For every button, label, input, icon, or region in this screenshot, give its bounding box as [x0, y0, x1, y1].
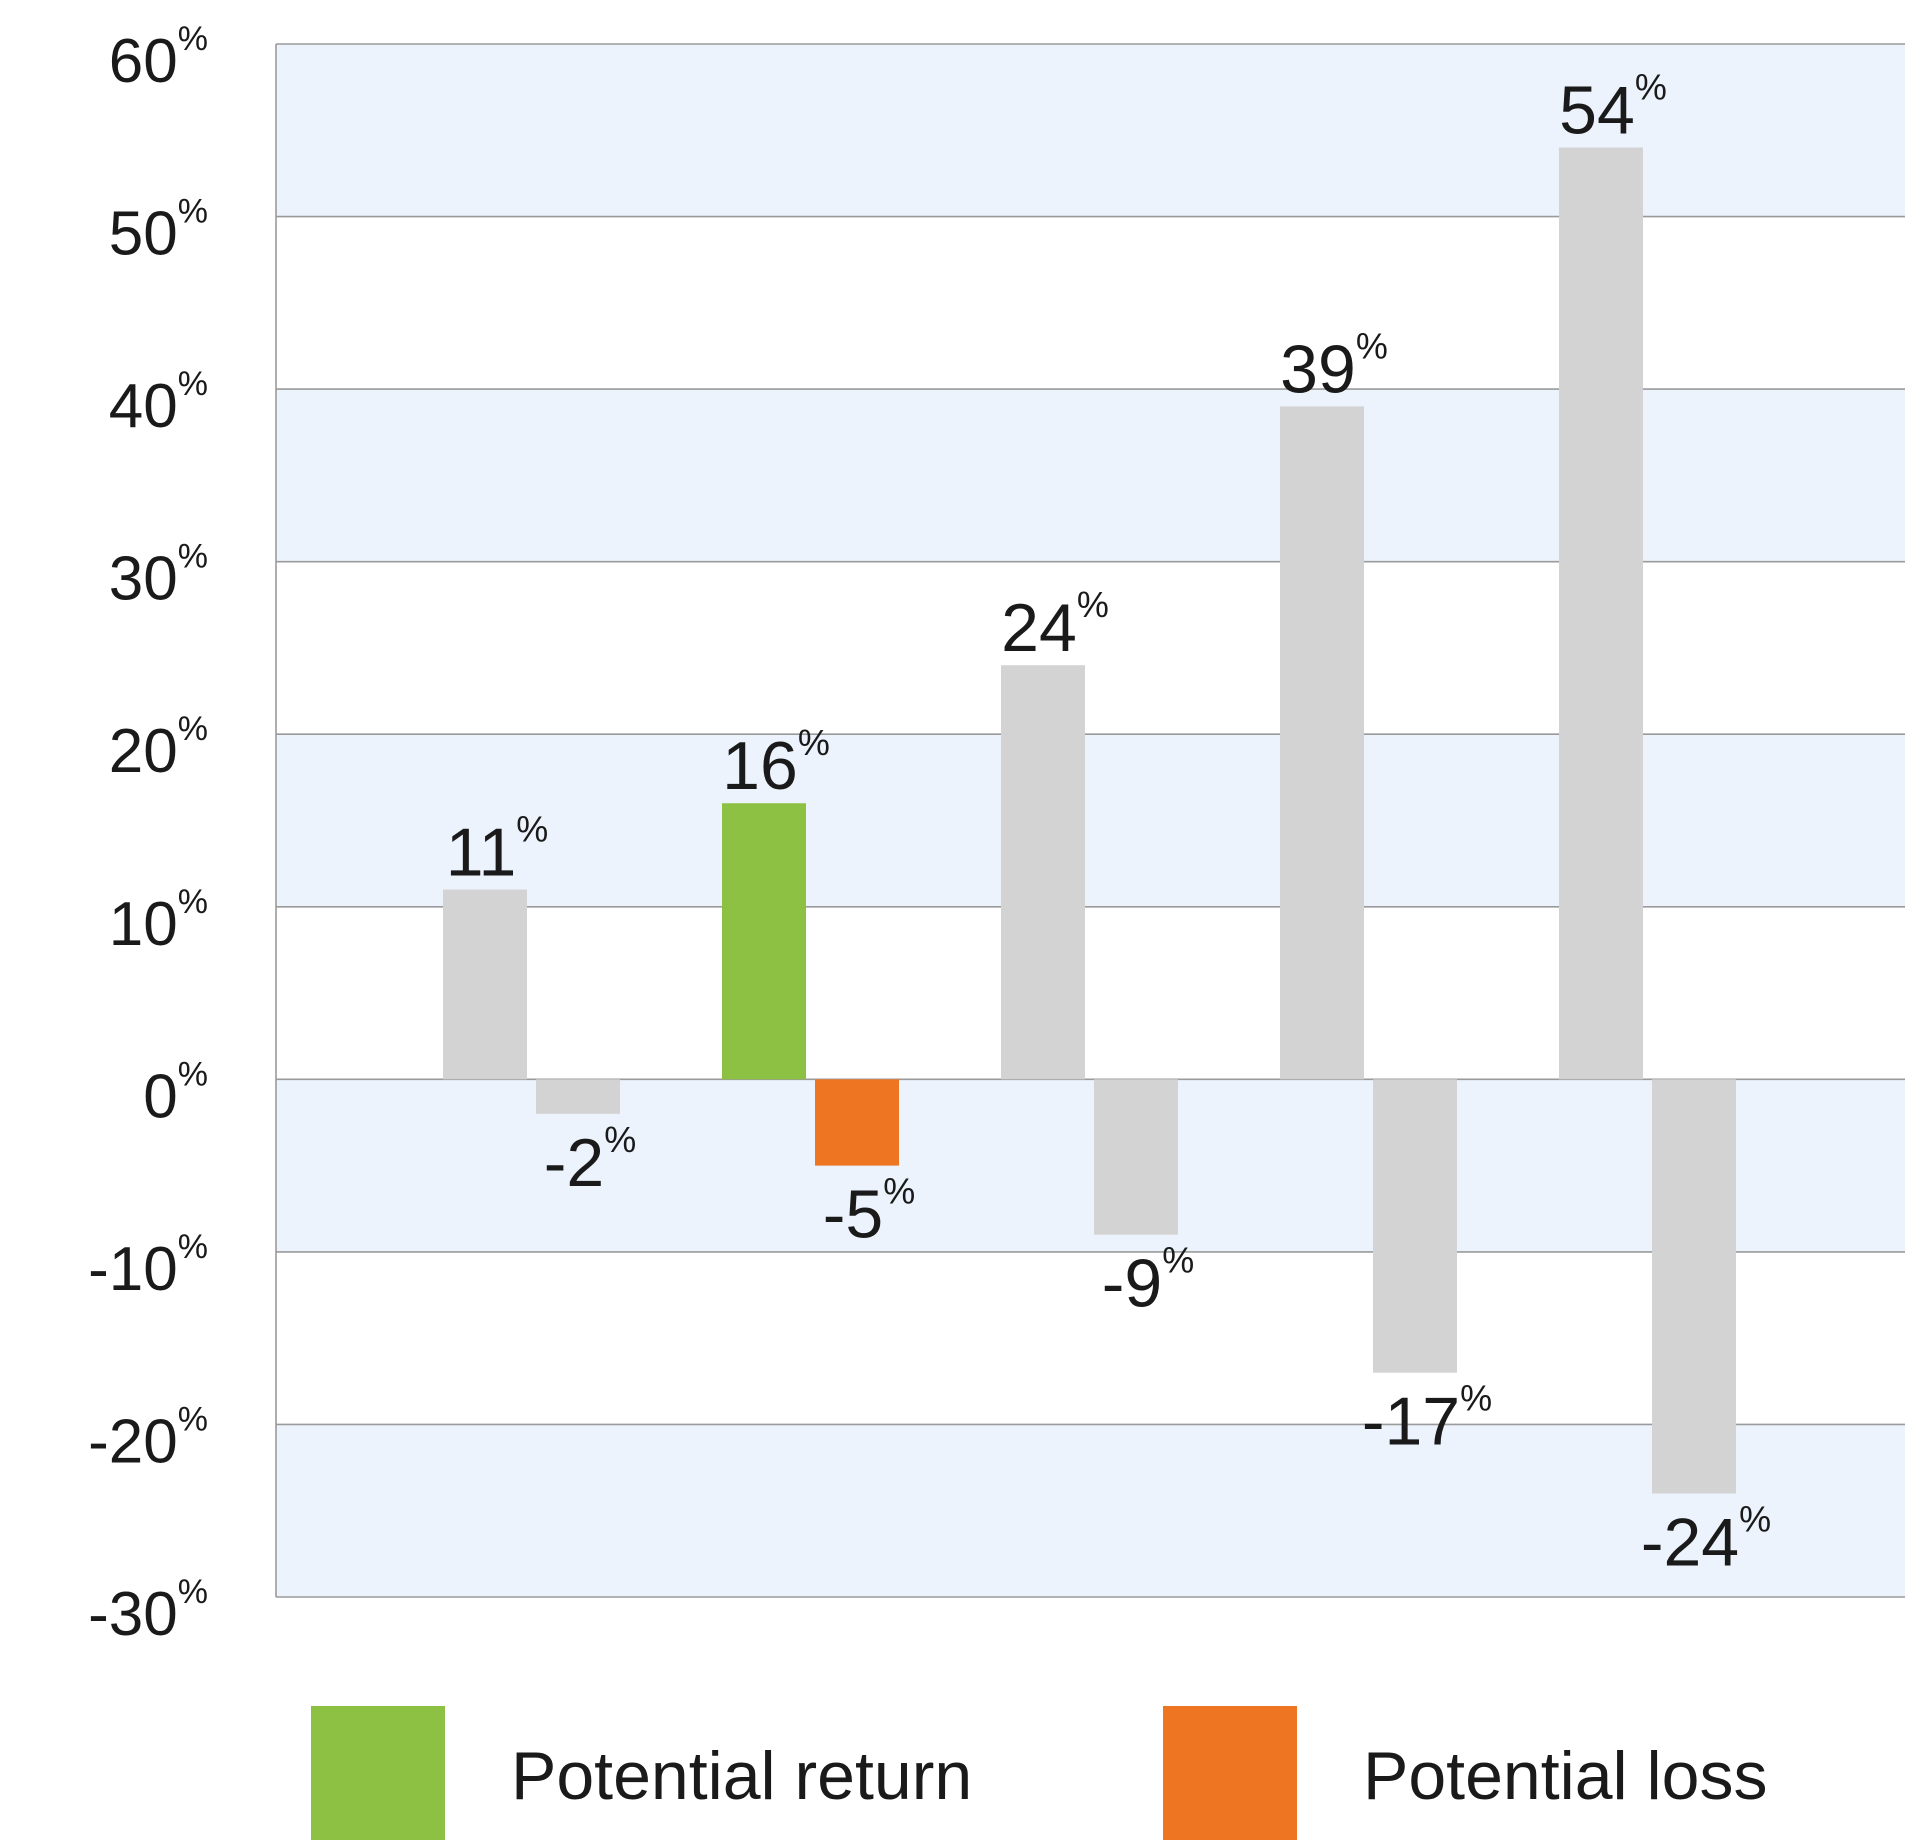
y-tick-label: 30%: [109, 538, 208, 614]
loss-bar: [1373, 1079, 1457, 1373]
return-value-label: 24%: [1001, 584, 1109, 666]
loss-value-label: -2%: [544, 1119, 636, 1201]
return-value-label: 16%: [722, 722, 830, 804]
return-value-label: 54%: [1559, 67, 1667, 149]
background-band: [276, 1424, 1905, 1597]
return-value-label: 39%: [1280, 325, 1388, 407]
return-bar: [1559, 147, 1643, 1080]
legend-swatch-return: [311, 1706, 445, 1840]
return-value-label: 11%: [446, 809, 549, 891]
legend: Potential return Potential loss: [0, 1706, 1905, 1840]
return-bar: [1001, 665, 1085, 1080]
legend-item-loss: Potential loss: [1163, 1706, 1883, 1840]
y-tick-label: 0%: [143, 1055, 208, 1131]
return-bar: [722, 803, 806, 1080]
loss-value-label: -9%: [1102, 1240, 1194, 1322]
loss-bar: [1094, 1079, 1178, 1235]
legend-item-return: Potential return: [311, 1706, 1111, 1840]
y-axis-ticks: 60% 50% 40% 30% 20% 10% 0% -10% -20% -30%: [88, 20, 208, 1649]
loss-bar: [536, 1079, 620, 1114]
y-tick-label: -10%: [88, 1228, 208, 1304]
y-tick-label: 50%: [109, 193, 208, 269]
data-labels: 11% 16% 24% 39% 54% -2% -5% -9% -17% -24%: [446, 67, 1771, 1581]
legend-label-loss: Potential loss: [1363, 1738, 1768, 1814]
loss-bar: [1652, 1079, 1736, 1494]
background-band: [276, 216, 1905, 390]
bars: [443, 147, 1736, 1494]
loss-value-label: -5%: [823, 1171, 915, 1253]
y-tick-label: -20%: [88, 1400, 208, 1476]
y-tick-label: -30%: [88, 1573, 208, 1649]
y-tick-label: 10%: [109, 883, 208, 959]
background-band: [276, 389, 1905, 562]
return-bar: [443, 889, 527, 1080]
loss-bar: [815, 1079, 899, 1166]
loss-value-label: -17%: [1362, 1378, 1492, 1460]
background-band: [276, 1251, 1905, 1425]
y-tick-label: 40%: [109, 365, 208, 441]
legend-label-return: Potential return: [511, 1738, 973, 1814]
legend-swatch-loss: [1163, 1706, 1297, 1840]
y-tick-label: 60%: [109, 20, 208, 96]
return-bar: [1280, 406, 1364, 1080]
y-tick-label: 20%: [109, 710, 208, 786]
loss-value-label: -24%: [1641, 1498, 1771, 1580]
bar-chart: 60% 50% 40% 30% 20% 10% 0% -10% -20% -30% 11% 16% 2…: [88, 20, 1905, 1649]
